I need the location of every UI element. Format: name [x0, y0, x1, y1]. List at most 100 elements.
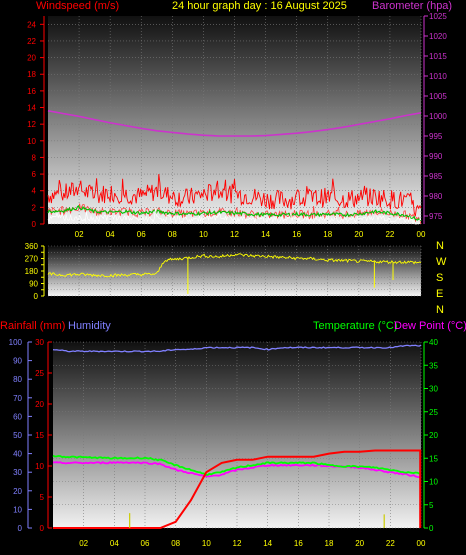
windspeed-tick-label: 2 — [32, 203, 37, 212]
humidity-axis-label: Humidity — [68, 320, 111, 332]
temperature-tick-label: 20 — [429, 431, 438, 440]
barometer-tick-label: 980 — [429, 192, 443, 201]
windspeed-tick-label: 0 — [32, 220, 37, 229]
temperature-tick-label: 30 — [429, 385, 438, 394]
wind-gust-line — [47, 174, 422, 217]
humidity-tick-label: 90 — [13, 357, 22, 366]
wind-x-tick-label: 08 — [168, 230, 177, 239]
barometer-tick-label: 990 — [429, 152, 443, 161]
windspeed-tick-label: 16 — [27, 87, 36, 96]
rainfall-tick-label: 10 — [35, 462, 44, 471]
windspeed-tick-label: 18 — [27, 70, 36, 79]
humidity-tick-label: 10 — [13, 505, 22, 514]
barometer-tick-label: 985 — [429, 172, 443, 181]
rain-x-tick-label: 08 — [171, 539, 180, 548]
windspeed-tick-label: 6 — [32, 170, 37, 179]
humidity-tick-label: 80 — [13, 375, 22, 384]
barometer-tick-label: 1010 — [429, 72, 447, 81]
humidity-line — [52, 344, 422, 353]
wind-x-tick-label: 06 — [137, 230, 146, 239]
windspeed-tick-label: 12 — [27, 120, 36, 129]
barometer-line — [47, 110, 422, 137]
wind-light-line — [47, 207, 422, 225]
direction-tick-label: 90 — [29, 280, 38, 289]
wind-x-tick-label: 10 — [199, 230, 208, 239]
wind-average-line — [47, 205, 422, 221]
humidity-tick-label: 60 — [13, 412, 22, 421]
barometer-tick-label: 1015 — [429, 52, 447, 61]
humidity-tick-label: 0 — [18, 524, 23, 533]
wind-x-tick-label: 04 — [106, 230, 115, 239]
temperature-tick-label: 0 — [429, 524, 434, 533]
humidity-tick-label: 20 — [13, 487, 22, 496]
wind-x-tick-label: 14 — [261, 230, 270, 239]
rain-x-tick-label: 10 — [202, 539, 211, 548]
rainfall-tick-label: 30 — [35, 338, 44, 347]
wind-x-tick-label: 00 — [417, 230, 426, 239]
windspeed-axis-label: Windspeed (m/s) — [36, 0, 120, 12]
rain-x-tick-label: 00 — [417, 539, 426, 548]
temperature-tick-label: 25 — [429, 408, 438, 417]
windspeed-tick-label: 24 — [27, 20, 36, 29]
rain-x-tick-label: 20 — [355, 539, 364, 548]
barometer-tick-label: 975 — [429, 212, 443, 221]
wind-x-tick-label: 20 — [354, 230, 363, 239]
compass-w: W — [436, 256, 447, 268]
rain-x-tick-label: 04 — [110, 539, 119, 548]
dewpoint-line — [53, 461, 422, 479]
barometer-tick-label: 1025 — [429, 12, 447, 21]
windspeed-tick-label: 4 — [32, 187, 37, 196]
rain-x-tick-label: 02 — [79, 539, 88, 548]
rainfall-tick-label: 20 — [35, 400, 44, 409]
rainfall-tick-label: 5 — [40, 493, 45, 502]
rainfall-tick-label: 25 — [35, 369, 44, 378]
rainfall-tick-label: 15 — [35, 431, 44, 440]
rainfall-tick-label: 0 — [40, 524, 45, 533]
barometer-tick-label: 1000 — [429, 112, 447, 121]
humidity-tick-label: 40 — [13, 450, 22, 459]
rainfall-axis-label: Rainfall (mm) — [0, 320, 66, 332]
temperature-tick-label: 15 — [429, 454, 438, 463]
barometer-axis-label: Barometer (hpa) — [372, 0, 453, 12]
rain-x-tick-label: 12 — [233, 539, 242, 548]
rain-x-tick-label: 16 — [294, 539, 303, 548]
direction-tick-label: 360 — [25, 242, 39, 251]
humidity-tick-label: 70 — [13, 394, 22, 403]
wind-direction-line — [47, 253, 422, 278]
wind-x-tick-label: 02 — [75, 230, 84, 239]
rain-x-tick-label: 06 — [141, 539, 150, 548]
barometer-tick-label: 1020 — [429, 32, 447, 41]
windspeed-tick-label: 8 — [32, 153, 37, 162]
compass-n-bottom: N — [436, 304, 444, 316]
direction-tick-label: 270 — [25, 255, 39, 264]
wind-x-tick-label: 18 — [323, 230, 332, 239]
temperature-axis-label: Temperature (°C) — [313, 320, 398, 332]
wind-x-tick-label: 22 — [385, 230, 394, 239]
compass-e: E — [436, 288, 444, 300]
chart-title: 24 hour graph day : 16 August 2025 — [172, 0, 347, 12]
compass-s: S — [436, 272, 444, 284]
temperature-tick-label: 40 — [429, 338, 438, 347]
direction-tick-label: 180 — [25, 267, 39, 276]
barometer-tick-label: 1005 — [429, 92, 447, 101]
rain-x-tick-label: 18 — [325, 539, 334, 548]
compass-n-top: N — [436, 240, 444, 252]
rain-x-tick-label: 22 — [386, 539, 395, 548]
dewpoint-axis-label: Dew Point (°C) — [394, 320, 466, 332]
direction-tick-label: 0 — [34, 292, 39, 301]
wind-x-tick-label: 12 — [230, 230, 239, 239]
temperature-tick-label: 5 — [429, 501, 434, 510]
temperature-tick-label: 10 — [429, 478, 438, 487]
humidity-tick-label: 30 — [13, 468, 22, 477]
windspeed-tick-label: 14 — [27, 104, 36, 113]
windspeed-tick-label: 20 — [27, 54, 36, 63]
humidity-tick-label: 50 — [13, 431, 22, 440]
humidity-tick-label: 100 — [9, 338, 23, 347]
wind-x-tick-label: 16 — [292, 230, 301, 239]
wind-plot-area — [48, 16, 421, 224]
windspeed-tick-label: 10 — [27, 137, 36, 146]
windspeed-tick-label: 22 — [27, 37, 36, 46]
temperature-line — [52, 454, 421, 476]
